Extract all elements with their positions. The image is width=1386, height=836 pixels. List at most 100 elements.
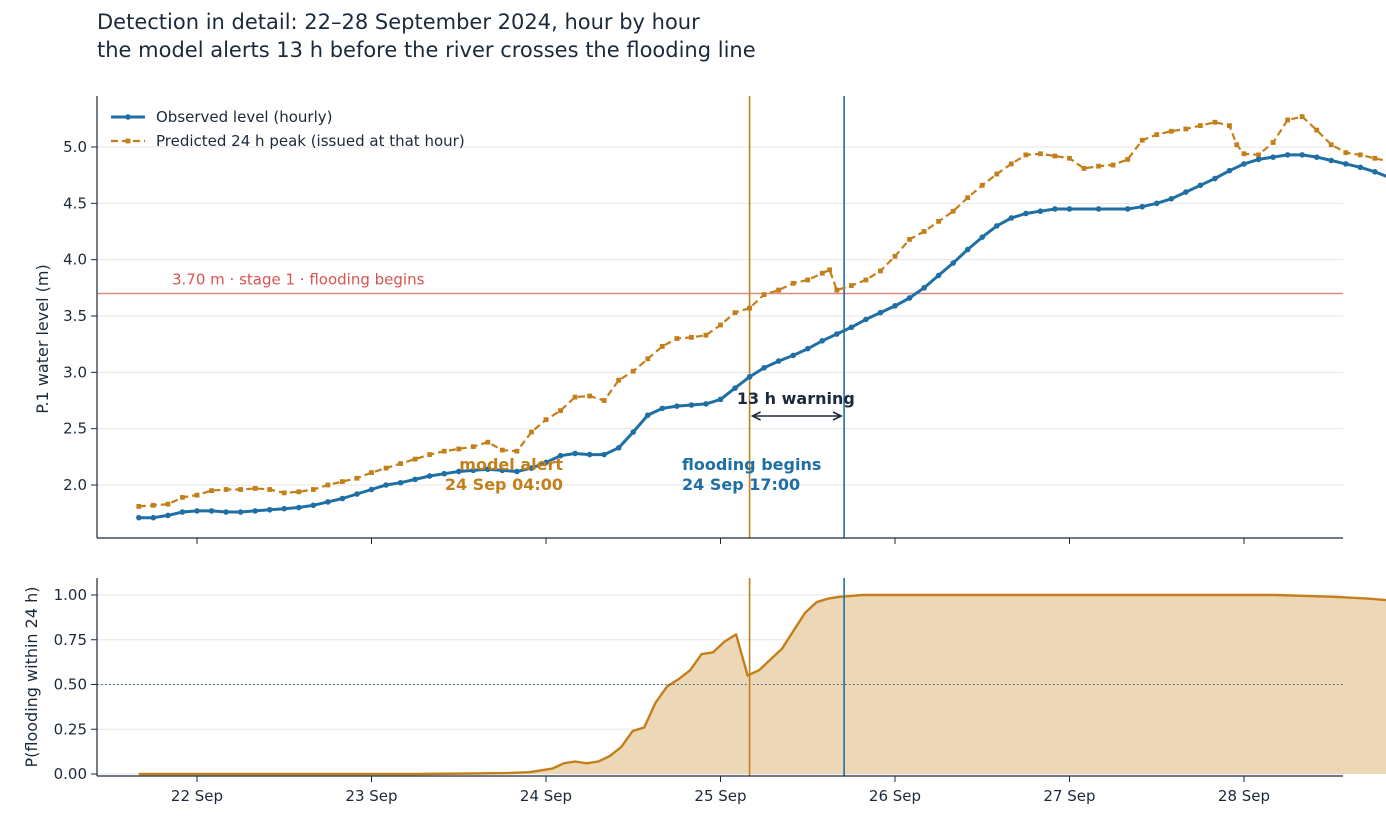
observed-point [354, 491, 360, 497]
x-tick-label: 26 Sep [869, 787, 921, 805]
level-axes: 2.0 2.5 3.0 3.5 4.0 4.5 5.0 [63, 96, 1343, 544]
predicted-point [1270, 140, 1276, 145]
predicted-point [1023, 152, 1029, 158]
predicted-point [325, 482, 331, 488]
observed-point [659, 405, 666, 412]
warning-arrow-right-head [832, 411, 843, 421]
observed-point [1197, 182, 1204, 189]
legend-predicted-marker [125, 138, 131, 144]
predicted-point [238, 487, 244, 492]
observed-point [179, 509, 186, 515]
observed-point [1008, 215, 1015, 221]
predicted-point [827, 267, 832, 273]
predicted-point [587, 393, 593, 399]
observed-point [1284, 152, 1291, 158]
observed-point [252, 508, 258, 514]
predicted-point [252, 485, 258, 491]
observed-point [208, 508, 215, 514]
legend-predicted-label: Predicted 24 h peak (issued at that hour… [156, 132, 465, 150]
observed-point [310, 502, 317, 509]
observed-point [1342, 161, 1349, 167]
predicted-point [878, 268, 883, 274]
observed-point [223, 509, 229, 515]
probability-panel: 0.000.250.500.751.00 22 Sep 23 Sep 24 Sep 2… [22, 578, 1386, 805]
flooding-begins-time: 24 Sep 17:00 [682, 475, 800, 494]
observed-point [775, 358, 782, 364]
observed-point [804, 345, 811, 352]
observed-point [470, 467, 477, 474]
observed-point [921, 285, 927, 291]
predicted-point [296, 489, 302, 495]
y-tick-label: 0.25 [54, 720, 87, 738]
predicted-point [1096, 163, 1101, 169]
observed-point [950, 260, 956, 266]
observed-point [136, 514, 142, 521]
predicted-point [281, 490, 287, 496]
flooding-begins-label: flooding begins [682, 455, 821, 474]
observed-point [1168, 196, 1175, 202]
y-tick-label: 3.5 [63, 307, 87, 325]
observed-point [499, 467, 506, 474]
flood-threshold-label: 3.70 m · stage 1 · flooding begins [172, 270, 425, 288]
x-tick-label: 27 Sep [1043, 787, 1095, 805]
predicted-point [1256, 152, 1261, 158]
predicted-point [1197, 123, 1203, 128]
observed-point [1241, 161, 1247, 167]
observed-point [1212, 175, 1218, 182]
predicted-point [907, 236, 912, 242]
y-tick-label: 0.75 [54, 631, 87, 649]
predicted-point [1110, 162, 1116, 168]
model-alert-time: 24 Sep 04:00 [445, 475, 563, 494]
observed-point [557, 452, 564, 459]
predicted-point [383, 465, 389, 471]
observed-point [514, 468, 520, 475]
observed-point [150, 514, 157, 521]
observed-point [717, 396, 724, 403]
predicted-point [616, 377, 622, 383]
observed-point [790, 352, 797, 359]
model-alert-label: model alert [459, 455, 563, 474]
observed-point [761, 365, 767, 371]
observed-point [1299, 152, 1305, 158]
observed-point [877, 309, 884, 316]
observed-point [674, 403, 680, 409]
predicted-point [805, 277, 811, 283]
observed-point [325, 499, 331, 505]
observed-point [528, 465, 535, 471]
predicted-point [689, 335, 694, 340]
observed-point [834, 331, 840, 337]
observed-point [964, 246, 971, 253]
x-tick-label: 22 Sep [171, 787, 223, 805]
observed-point [1372, 168, 1378, 175]
observed-point [572, 450, 578, 457]
predicted-point [1154, 132, 1160, 138]
predicted-point [150, 502, 156, 508]
predicted-point [485, 439, 491, 445]
predicted-point [456, 446, 462, 452]
predicted-point [994, 171, 1000, 177]
observed-point [194, 508, 200, 514]
observed-point [863, 316, 869, 323]
observed-point [412, 476, 418, 483]
x-axis-ticks: 22 Sep 23 Sep 24 Sep 25 Sep 26 Sep 27 Sep 28 S… [171, 776, 1270, 805]
predicted-point [950, 208, 956, 214]
predicted-point [965, 195, 971, 201]
predicted-point [790, 280, 796, 286]
predicted-point [732, 310, 738, 316]
predicted-point [369, 470, 374, 476]
observed-point [1270, 154, 1276, 160]
predicted-point [1328, 142, 1334, 148]
probability-y-axis-label: P(flooding within 24 h) [22, 587, 41, 768]
predicted-point [630, 368, 636, 374]
x-tick-label: 24 Sep [520, 787, 572, 805]
legend-observed-label: Observed level (hourly) [156, 108, 332, 126]
observed-point [1255, 156, 1262, 163]
observed-point [1066, 206, 1073, 212]
warning-interval-arrow [750, 411, 843, 421]
observed-point [426, 473, 433, 479]
observed-point [1095, 206, 1102, 212]
chart-subtitle: the model alerts 13 h before the river c… [97, 38, 756, 62]
predicted-peak-series [136, 114, 1386, 509]
observed-point [441, 470, 448, 477]
observed-point [1313, 154, 1320, 160]
